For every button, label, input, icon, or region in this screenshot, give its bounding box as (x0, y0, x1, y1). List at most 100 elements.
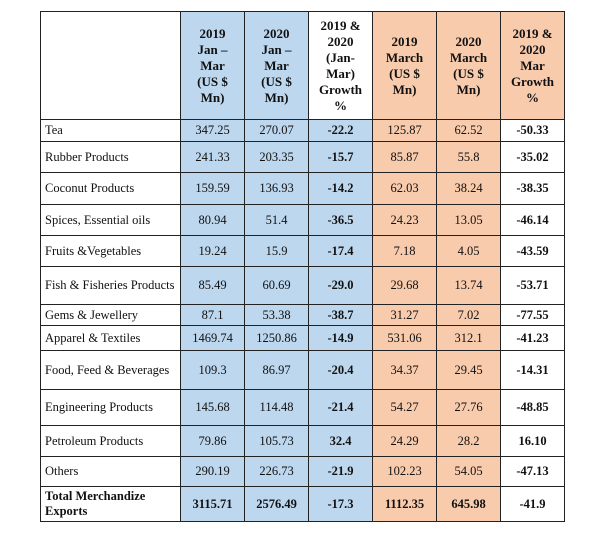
table-row: Rubber Products 241.33 203.35 -15.7 85.87 55.… (40, 141, 565, 173)
value-march-growth: -14.31 (500, 350, 565, 390)
table-row: Fish & Fisheries Products 85.49 60.69 -29.0… (40, 266, 565, 305)
category-cell: Petroleum Products (40, 425, 181, 457)
header-2019-march: 2019 March (US $ Mn) (372, 11, 437, 120)
value-march-growth: -38.35 (500, 172, 565, 205)
value-2019-march: 24.29 (372, 425, 437, 457)
value-2020-jan-mar: 105.73 (244, 425, 309, 457)
category-cell: Gems & Jewellery (40, 304, 181, 326)
header-2020-march: 2020 March (US $ Mn) (436, 11, 501, 120)
value-2020-jan-mar: 1250.86 (244, 325, 309, 351)
value-2019-jan-mar: 79.86 (180, 425, 245, 457)
value-2019-jan-mar: 85.49 (180, 266, 245, 305)
category-cell: Fish & Fisheries Products (40, 266, 181, 305)
value-2019-jan-mar: 80.94 (180, 204, 245, 236)
value-2020-jan-mar: 2576.49 (244, 486, 309, 522)
value-march-growth: -77.55 (500, 304, 565, 326)
value-2019-march: 1112.35 (372, 486, 437, 522)
header-2019-jan-mar: 2019 Jan – Mar (US $ Mn) (180, 11, 245, 120)
value-march-growth: -48.85 (500, 389, 565, 426)
value-2020-march: 4.05 (436, 235, 501, 267)
value-2020-march: 38.24 (436, 172, 501, 205)
value-jan-mar-growth: -17.4 (308, 235, 373, 267)
value-2019-march: 54.27 (372, 389, 437, 426)
value-2019-march: 62.03 (372, 172, 437, 205)
value-2019-jan-mar: 3115.71 (180, 486, 245, 522)
header-2020-jan-mar: 2020 Jan – Mar (US $ Mn) (244, 11, 309, 120)
value-jan-mar-growth: 32.4 (308, 425, 373, 457)
value-2019-march: 85.87 (372, 141, 437, 173)
table-row: Apparel & Textiles 1469.74 1250.86 -14.9 531… (40, 325, 565, 351)
value-march-growth: -50.33 (500, 119, 565, 142)
value-2019-jan-mar: 109.3 (180, 350, 245, 390)
value-2019-jan-mar: 290.19 (180, 456, 245, 487)
header-category (40, 11, 181, 120)
value-march-growth: 16.10 (500, 425, 565, 457)
value-2019-jan-mar: 145.68 (180, 389, 245, 426)
category-cell: Others (40, 456, 181, 487)
value-2019-march: 34.37 (372, 350, 437, 390)
value-jan-mar-growth: -21.9 (308, 456, 373, 487)
value-2019-march: 102.23 (372, 456, 437, 487)
value-2020-jan-mar: 270.07 (244, 119, 309, 142)
value-jan-mar-growth: -20.4 (308, 350, 373, 390)
value-jan-mar-growth: -22.2 (308, 119, 373, 142)
value-2020-jan-mar: 51.4 (244, 204, 309, 236)
value-2020-march: 13.74 (436, 266, 501, 305)
value-2020-march: 7.02 (436, 304, 501, 326)
value-march-growth: -41.9 (500, 486, 565, 522)
table-row: Fruits &Vegetables 19.24 15.9 -17.4 7.18 4.05… (40, 235, 565, 267)
value-2019-march: 531.06 (372, 325, 437, 351)
value-2019-march: 29.68 (372, 266, 437, 305)
value-jan-mar-growth: -29.0 (308, 266, 373, 305)
value-2019-march: 125.87 (372, 119, 437, 142)
value-jan-mar-growth: -38.7 (308, 304, 373, 326)
value-march-growth: -35.02 (500, 141, 565, 173)
table-row: Engineering Products 145.68 114.48 -21.4 54.… (40, 389, 565, 426)
table-header-row: 2019 Jan – Mar (US $ Mn) 2020 Jan – Mar … (40, 11, 565, 120)
value-2019-jan-mar: 159.59 (180, 172, 245, 205)
value-2019-jan-mar: 1469.74 (180, 325, 245, 351)
value-2020-march: 28.2 (436, 425, 501, 457)
value-march-growth: -46.14 (500, 204, 565, 236)
value-march-growth: -53.71 (500, 266, 565, 305)
value-jan-mar-growth: -15.7 (308, 141, 373, 173)
value-2020-jan-mar: 114.48 (244, 389, 309, 426)
value-2019-jan-mar: 19.24 (180, 235, 245, 267)
category-cell: Apparel & Textiles (40, 325, 181, 351)
value-2020-jan-mar: 15.9 (244, 235, 309, 267)
value-2019-march: 24.23 (372, 204, 437, 236)
category-cell: Tea (40, 119, 181, 142)
value-2019-jan-mar: 241.33 (180, 141, 245, 173)
value-2020-jan-mar: 60.69 (244, 266, 309, 305)
value-jan-mar-growth: -14.2 (308, 172, 373, 205)
value-2020-march: 62.52 (436, 119, 501, 142)
value-2019-jan-mar: 87.1 (180, 304, 245, 326)
total-row: Total Merchandize Exports 3115.71 2576.49-… (40, 486, 565, 522)
value-2020-march: 312.1 (436, 325, 501, 351)
category-cell: Rubber Products (40, 141, 181, 173)
table-row: Others 290.19 226.73 -21.9 102.23 54.05 -47.13 (40, 456, 565, 487)
table-row: Spices, Essential oils 80.94 51.4 -36.5 24.2… (40, 204, 565, 236)
value-jan-mar-growth: -14.9 (308, 325, 373, 351)
value-jan-mar-growth: -21.4 (308, 389, 373, 426)
value-jan-mar-growth: -17.3 (308, 486, 373, 522)
category-cell: Spices, Essential oils (40, 204, 181, 236)
category-cell: Food, Feed & Beverages (40, 350, 181, 390)
table-row: Gems & Jewellery 87.1 53.38 -38.7 31.27 7.02-… (40, 304, 565, 326)
value-2020-jan-mar: 136.93 (244, 172, 309, 205)
category-cell: Engineering Products (40, 389, 181, 426)
value-march-growth: -47.13 (500, 456, 565, 487)
category-cell: Fruits &Vegetables (40, 235, 181, 267)
value-2019-march: 7.18 (372, 235, 437, 267)
table-row: Food, Feed & Beverages 109.3 86.97 -20.4 34.… (40, 350, 565, 390)
value-2020-march: 27.76 (436, 389, 501, 426)
export-performance-table: 2019 Jan – Mar (US $ Mn) 2020 Jan – Mar … (40, 11, 565, 522)
table-row: Tea 347.25 270.07 -22.2 125.87 62.52 -50.33 (40, 119, 565, 142)
header-march-growth: 2019 & 2020 Mar Growth % (500, 11, 565, 120)
value-march-growth: -41.23 (500, 325, 565, 351)
value-2019-jan-mar: 347.25 (180, 119, 245, 142)
table-row: Coconut Products 159.59 136.93 -14.2 62.03 38… (40, 172, 565, 205)
value-2020-march: 13.05 (436, 204, 501, 236)
value-2020-march: 29.45 (436, 350, 501, 390)
value-2020-march: 55.8 (436, 141, 501, 173)
